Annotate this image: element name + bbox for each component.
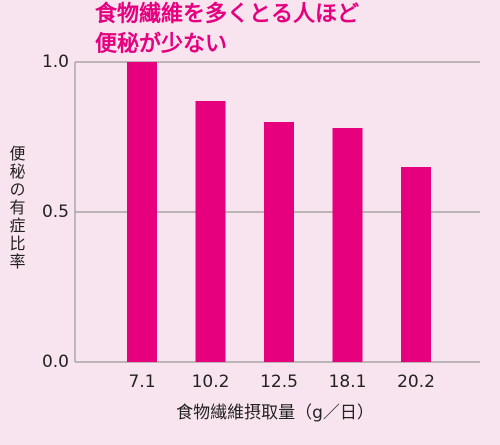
x-axis-label: 食物繊維摂取量（g／日） <box>176 403 374 423</box>
bar <box>195 101 226 362</box>
chart-title: 食物繊維を多くとる人ほど <box>95 1 359 27</box>
x-tick-label: 18.1 <box>329 372 367 392</box>
x-tick-label: 10.2 <box>192 372 230 392</box>
bar <box>127 62 157 362</box>
y-axis-label: 便秘の有症比率 <box>7 145 26 271</box>
y-tick-label: 0.0 <box>42 352 69 372</box>
chart-title: 便秘が少ない <box>95 31 227 57</box>
y-tick-label: 0.5 <box>42 202 69 222</box>
bar <box>332 128 363 362</box>
x-tick-label: 20.2 <box>397 372 435 392</box>
x-tick-label: 12.5 <box>260 372 298 392</box>
x-tick-label: 7.1 <box>128 372 155 392</box>
y-tick-label: 1.0 <box>42 52 69 72</box>
bar <box>401 167 431 362</box>
bar <box>264 122 294 362</box>
